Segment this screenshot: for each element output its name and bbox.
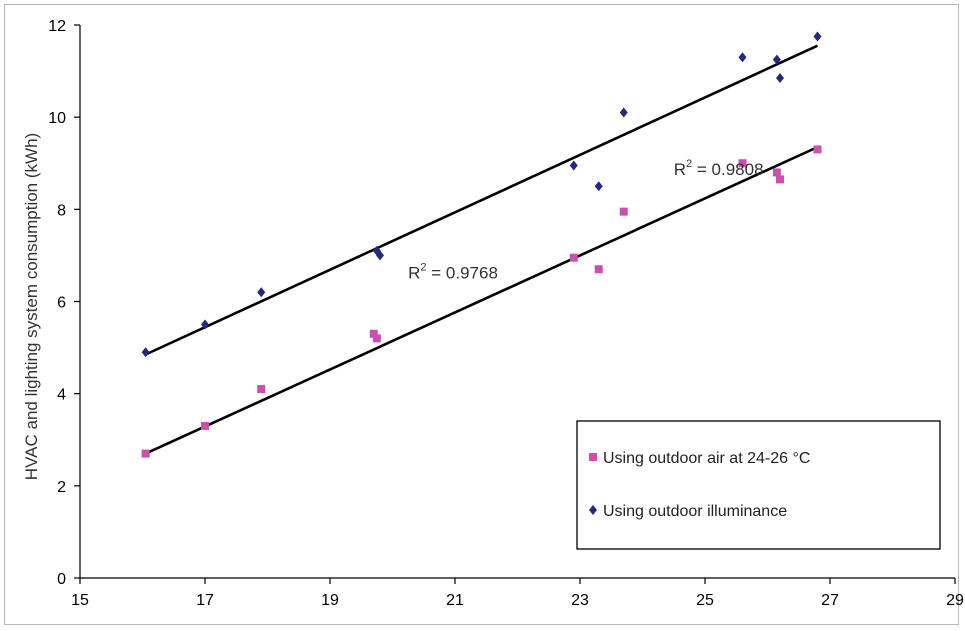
trendline-series-1 (145, 145, 819, 455)
r-squared-value: = 0.9808 (692, 160, 763, 179)
y-tick-label: 2 (57, 479, 66, 496)
data-point-square (141, 449, 150, 458)
x-tick-label: 19 (321, 592, 339, 609)
legend-label: Using outdoor illuminance (603, 503, 787, 520)
data-point-diamond (376, 250, 384, 261)
data-point-square (619, 207, 628, 216)
r-squared-base: R (408, 263, 420, 282)
data-point-square (372, 334, 381, 343)
legend-marker-diamond (589, 505, 597, 515)
data-point-square (738, 159, 747, 168)
data-point-diamond (776, 72, 784, 83)
data-point-square (369, 329, 378, 338)
y-tick-label: 12 (48, 18, 66, 35)
x-tick-label: 21 (446, 592, 464, 609)
data-point-diamond (619, 107, 628, 118)
y-tick-label: 4 (57, 387, 66, 404)
r-squared-value: = 0.9768 (427, 263, 498, 282)
y-tick-label: 8 (57, 202, 66, 219)
trendline-series-2 (145, 44, 819, 356)
data-point-diamond (141, 347, 150, 358)
data-point-diamond (738, 52, 747, 63)
y-tick-label: 6 (57, 295, 66, 312)
data-point-diamond (257, 287, 266, 298)
r-squared-superscript: 2 (686, 158, 692, 170)
axes: 0 2 4 6 8 10 12 15 17 19 21 23 25 27 29 HVAC and lighti… (22, 18, 964, 609)
y-axis-label: HVAC and lighting system consumption (kW… (22, 133, 41, 480)
data-point-square (813, 145, 822, 154)
x-tick-label: 25 (696, 592, 714, 609)
r-squared-annotation: R2 = 0.9768 (408, 261, 498, 282)
r-squared-base: R (674, 160, 686, 179)
x-tick-label: 27 (821, 592, 839, 609)
data-point-diamond (569, 160, 578, 171)
r-squared-annotation: R2 = 0.9808 (674, 158, 764, 179)
data-point-square (569, 253, 578, 262)
data-points (141, 31, 822, 458)
trendlines (145, 44, 819, 455)
r-squared-superscript: 2 (420, 261, 426, 273)
x-tick-label: 29 (946, 592, 964, 609)
y-tick-label: 0 (57, 571, 66, 588)
data-point-square (772, 168, 781, 177)
x-tick-label: 17 (196, 592, 214, 609)
data-point-square (594, 265, 603, 274)
legend-box (576, 420, 941, 550)
data-point-square (257, 385, 266, 394)
y-tick-label: 10 (48, 110, 66, 127)
legend-label: Using outdoor air at 24-26 °C (603, 450, 810, 467)
legend: Using outdoor air at 24-26 °C Using outdo… (576, 420, 941, 550)
data-point-diamond (594, 181, 603, 192)
legend-marker-square (589, 453, 597, 461)
x-tick-label: 15 (71, 592, 89, 609)
data-point-square (776, 175, 784, 184)
data-point-square (201, 421, 209, 430)
data-point-diamond (772, 54, 781, 65)
x-tick-label: 23 (571, 592, 589, 609)
data-point-diamond (813, 31, 822, 42)
data-point-diamond (201, 319, 209, 330)
